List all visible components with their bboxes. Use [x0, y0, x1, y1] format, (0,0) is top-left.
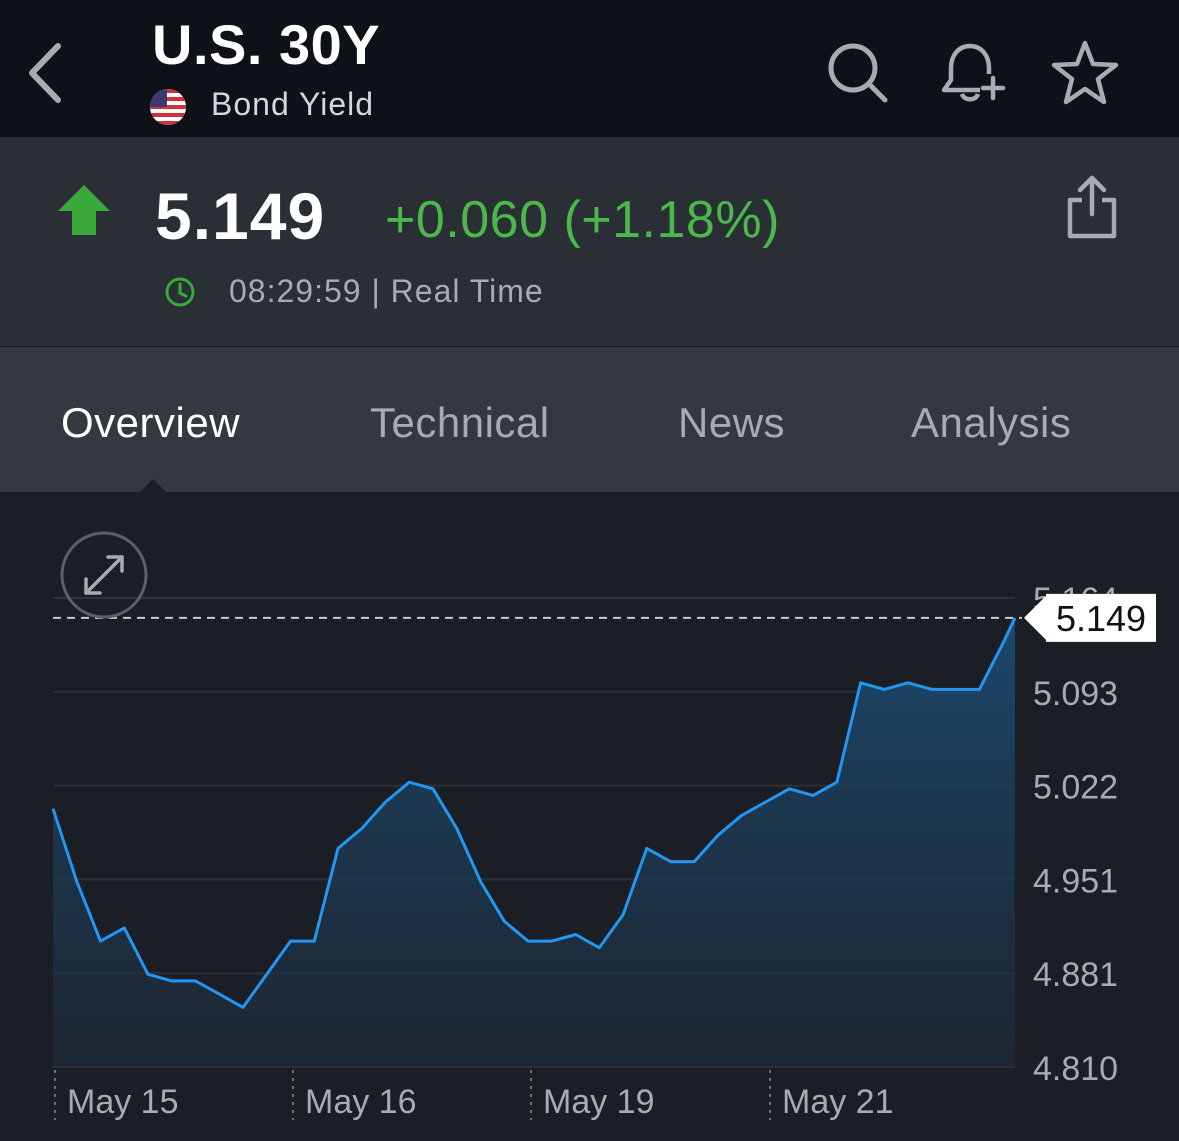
- last-price: 5.149: [155, 179, 326, 253]
- price-line: [51, 617, 1017, 1009]
- instrument-type: Bond Yield: [211, 86, 375, 122]
- tab-news[interactable]: News: [678, 399, 786, 446]
- back-icon[interactable]: [22, 38, 72, 108]
- x-tick-label: May 21: [782, 1083, 894, 1121]
- expand-icon[interactable]: [60, 531, 148, 619]
- y-tick-label: 4.951: [1033, 862, 1118, 900]
- price-change: +0.060 (+1.18%): [385, 191, 780, 249]
- y-tick-label: 4.881: [1033, 956, 1118, 994]
- top-bar: U.S. 30Y Bond Yield: [0, 0, 1179, 138]
- up-arrow-icon: [58, 185, 110, 235]
- current-price-tag: [1046, 593, 1156, 642]
- x-tick-label: May 19: [543, 1083, 655, 1121]
- tab-analysis[interactable]: Analysis: [911, 399, 1072, 446]
- clock-icon: [165, 277, 195, 307]
- page-title: U.S. 30Y: [152, 13, 381, 76]
- current-price-label: 5.149: [1056, 598, 1146, 639]
- tab-technical[interactable]: Technical: [370, 399, 550, 446]
- quote-panel: [0, 138, 1179, 346]
- share-icon[interactable]: [1062, 172, 1122, 242]
- current-price-pointer: [1024, 595, 1046, 640]
- search-icon[interactable]: [823, 38, 893, 108]
- y-tick-label: 5.093: [1033, 675, 1118, 713]
- quote-time: 08:29:59 | Real Time: [229, 273, 544, 309]
- active-tab-pointer: [139, 479, 167, 493]
- y-tick-label: 5.022: [1033, 769, 1118, 807]
- tab-overview[interactable]: Overview: [61, 399, 241, 446]
- price-area: [53, 617, 1015, 1067]
- star-icon[interactable]: [1050, 38, 1120, 108]
- tab-bar: Overview Technical News Analysis: [0, 347, 1179, 492]
- bell-plus-icon[interactable]: [936, 38, 1006, 108]
- x-tick-label: May 15: [67, 1083, 179, 1121]
- x-tick-label: May 16: [305, 1083, 417, 1121]
- us-flag-icon: [150, 89, 186, 125]
- y-tick-label: 4.810: [1033, 1050, 1118, 1088]
